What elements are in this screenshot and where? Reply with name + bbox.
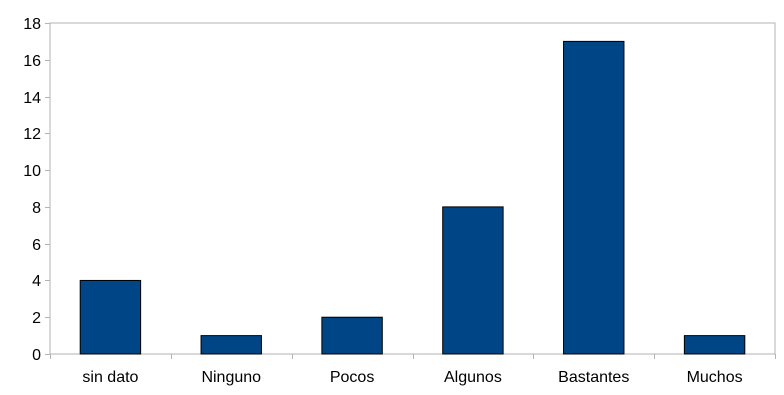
y-tick-label: 14 <box>23 90 41 107</box>
y-tick-label: 4 <box>32 273 41 290</box>
y-tick-label: 6 <box>32 237 41 254</box>
y-tick-label: 8 <box>32 200 41 217</box>
bar-bastantes <box>563 40 625 355</box>
plot-frame <box>49 22 776 355</box>
y-tick-label: 10 <box>23 163 41 180</box>
bar-muchos <box>683 335 746 355</box>
bar-pocos <box>321 316 383 355</box>
bars <box>79 40 746 355</box>
y-tick-label: 18 <box>23 16 41 33</box>
bar-ninguno <box>200 335 262 355</box>
y-axis: 0 2 4 6 8 10 12 14 16 18 <box>23 16 50 364</box>
x-category-label: Muchos <box>687 369 743 386</box>
y-tick-label: 16 <box>23 53 41 70</box>
x-category-label: Pocos <box>330 369 374 386</box>
y-tick-label: 2 <box>32 310 41 327</box>
bar-algunos <box>442 206 504 355</box>
x-category-label: Ninguno <box>201 369 261 386</box>
plot-area-border <box>49 22 776 355</box>
x-category-label: sin dato <box>82 369 138 386</box>
bar-sin-dato <box>79 279 142 355</box>
x-axis: sin dato Ninguno Pocos Algunos Bastantes Much… <box>50 354 776 386</box>
y-tick-label: 12 <box>23 126 41 143</box>
x-category-label: Algunos <box>444 369 502 386</box>
y-tick-label: 0 <box>32 347 41 364</box>
x-category-label: Bastantes <box>558 369 629 386</box>
